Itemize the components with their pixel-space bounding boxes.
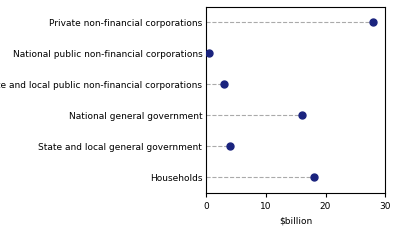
Point (206, 52, 213, 55)
Point (299, 114, 305, 117)
Point (370, 20, 376, 24)
Point (310, 176, 317, 179)
Point (221, 83, 227, 86)
X-axis label: $billion: $billion (279, 217, 312, 226)
Point (227, 145, 233, 148)
